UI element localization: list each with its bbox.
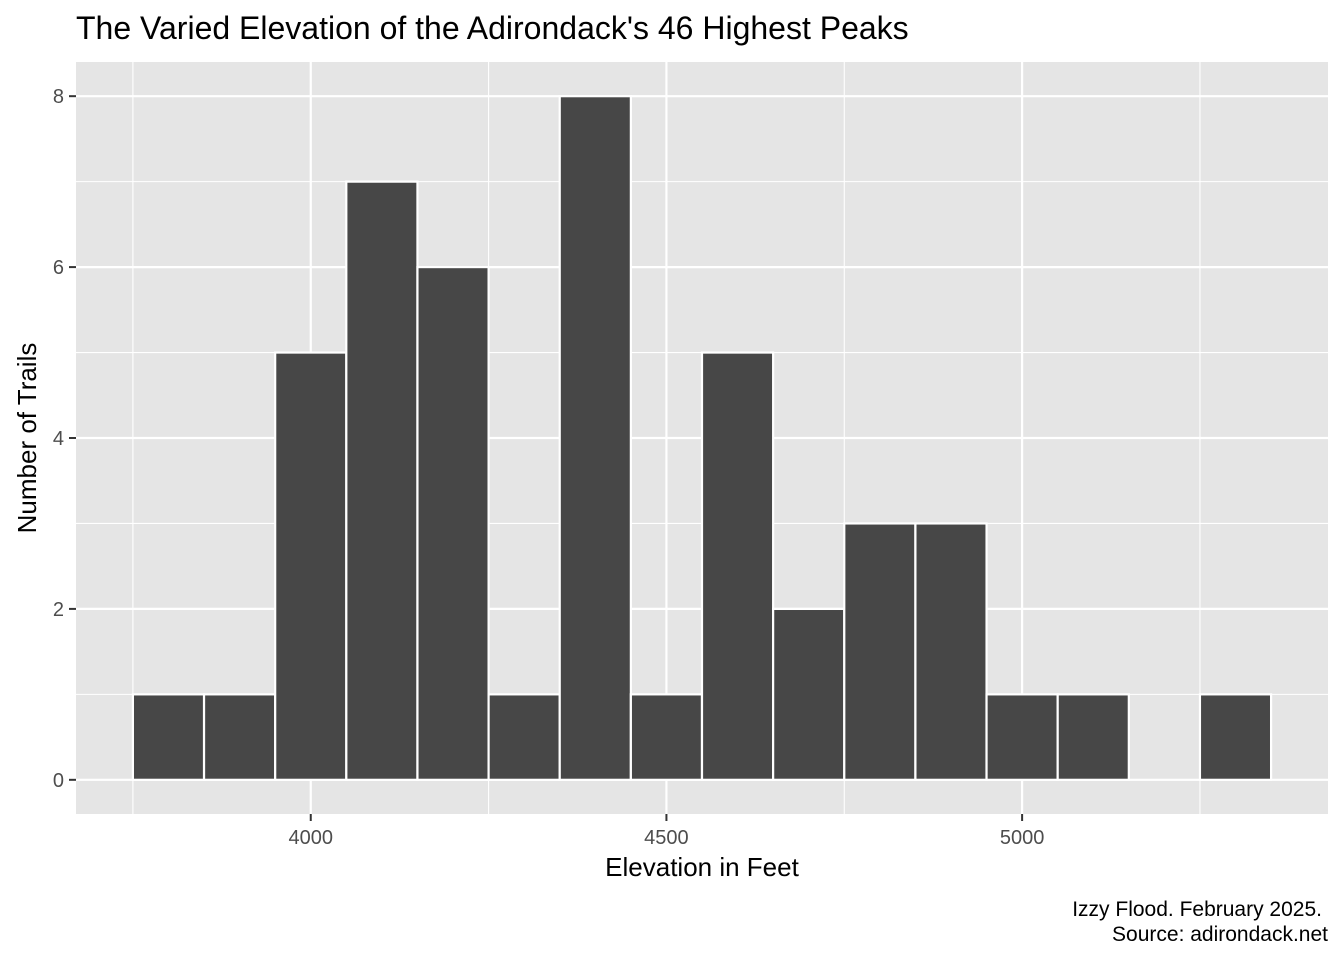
x-tick-label: 5000	[1000, 827, 1045, 849]
y-tick-label: 6	[53, 257, 64, 279]
y-tick-label: 0	[53, 770, 64, 792]
x-axis: 4000 4500 5000	[289, 814, 1045, 849]
histogram-bar	[1198, 693, 1273, 781]
y-tick-label: 2	[53, 599, 64, 621]
y-axis-title: Number of Trails	[12, 343, 42, 534]
histogram-bar	[558, 95, 632, 781]
y-axis: 0 2 4 6 8	[53, 86, 76, 792]
caption-source-line: Source: adirondack.net	[1112, 923, 1328, 946]
histogram-bar	[914, 522, 988, 781]
histogram-bar	[700, 351, 775, 781]
histogram-bar	[772, 607, 846, 781]
x-tick-label: 4000	[289, 827, 334, 849]
y-tick-label: 8	[53, 86, 64, 108]
caption: Izzy Flood. February 2025. Source: adiro…	[1072, 898, 1328, 946]
histogram-bar	[843, 522, 917, 781]
y-tick-label: 4	[53, 428, 64, 450]
histogram-bar	[487, 693, 561, 781]
x-tick-label: 4500	[644, 827, 689, 849]
chart-title: The Varied Elevation of the Adirondack's…	[76, 10, 909, 46]
histogram-bar	[416, 265, 490, 781]
caption-author-line: Izzy Flood. February 2025.	[1072, 898, 1322, 921]
histogram-bar	[1056, 693, 1130, 781]
x-axis-title: Elevation in Feet	[605, 852, 799, 882]
histogram-bar	[629, 693, 704, 781]
histogram-bar	[131, 693, 206, 781]
histogram-bar	[985, 693, 1059, 781]
histogram-bar	[202, 693, 277, 781]
histogram-bars	[131, 95, 1273, 781]
histogram-bar	[345, 180, 419, 781]
histogram-bar	[274, 351, 348, 781]
